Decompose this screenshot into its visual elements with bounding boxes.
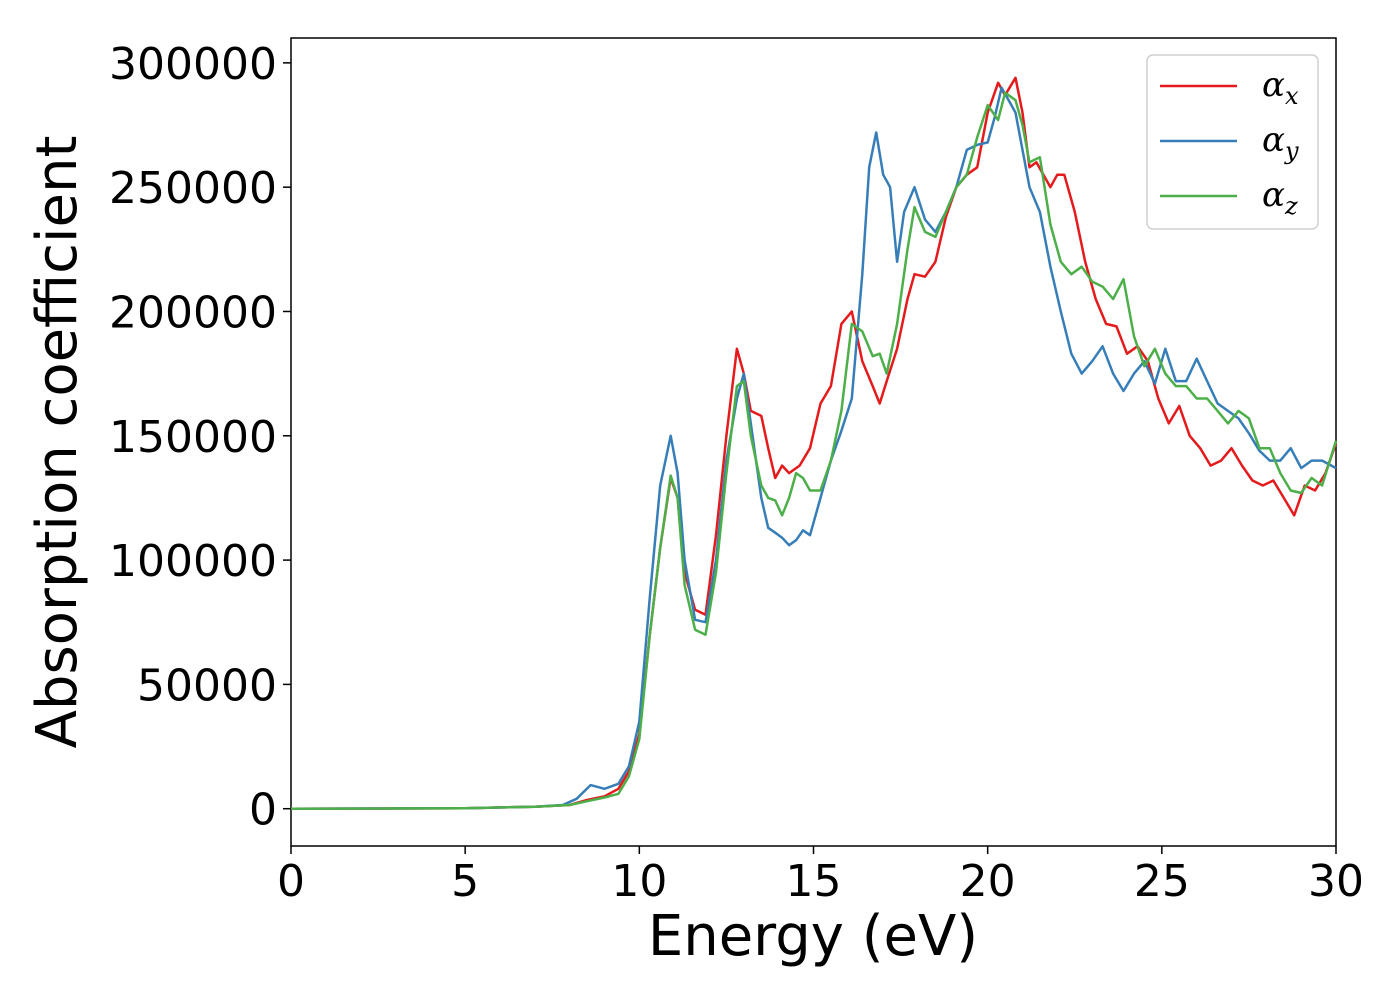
x-tick-label: 20 xyxy=(960,856,1016,907)
x-tick-label: 0 xyxy=(277,856,305,907)
y-tick-label: 150000 xyxy=(109,412,277,463)
y-tick-label: 250000 xyxy=(109,163,277,214)
legend-label-y: αy xyxy=(1262,120,1299,165)
y-tick-label: 100000 xyxy=(109,536,277,587)
series-layer xyxy=(290,76,1338,810)
y-tick-label: 200000 xyxy=(109,287,277,338)
legend-label-x: αx xyxy=(1262,65,1299,110)
x-tick-label: 5 xyxy=(451,856,479,907)
x-tick-label: 30 xyxy=(1308,856,1364,907)
y-tick-label: 300000 xyxy=(109,39,277,90)
series-line-z xyxy=(290,91,1338,810)
x-tick-label: 15 xyxy=(786,856,842,907)
y-axis-ticks: 0 50000 100000 150000 200000 250000 300000 xyxy=(109,39,291,836)
x-tick-label: 25 xyxy=(1134,856,1190,907)
x-axis-label: Energy (eV) xyxy=(648,904,978,969)
legend: αx αy αz xyxy=(1146,54,1319,230)
series-line-y xyxy=(290,86,1337,810)
y-tick-label: 50000 xyxy=(137,660,277,711)
x-axis-ticks: 0 5 10 15 20 25 30 xyxy=(277,846,1364,907)
y-tick-label: 0 xyxy=(249,785,277,836)
y-axis-label: Absorption coefficient xyxy=(25,136,90,749)
x-tick-label: 10 xyxy=(611,856,667,907)
legend-label-z: αz xyxy=(1262,175,1298,220)
